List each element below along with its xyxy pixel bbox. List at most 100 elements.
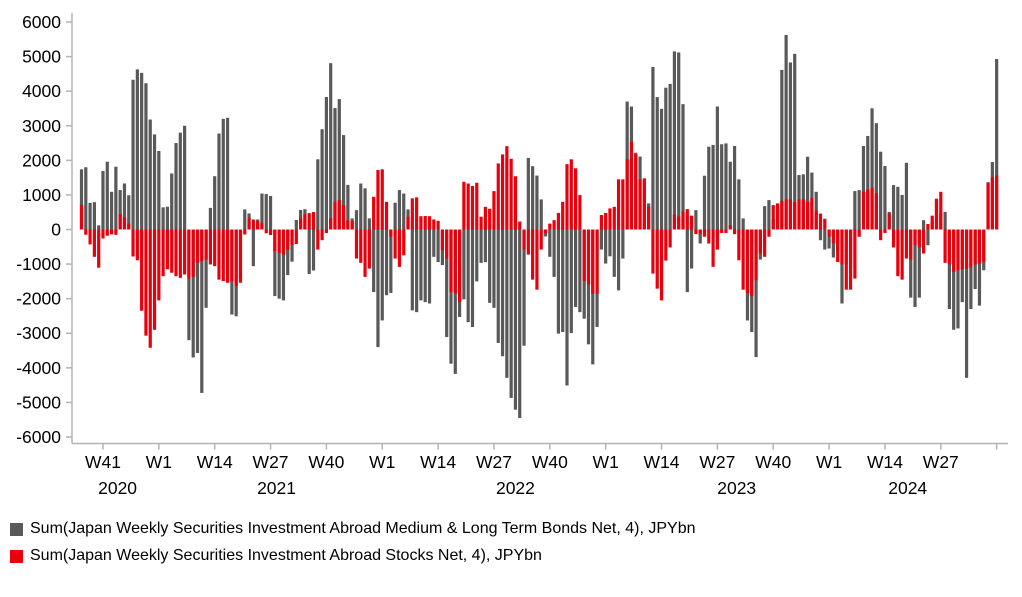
bar-stocks	[870, 187, 874, 230]
bar-bonds	[97, 225, 101, 230]
bar-stocks	[140, 229, 144, 311]
bar-bonds	[853, 191, 857, 230]
bar-bonds	[462, 229, 466, 300]
bar-stocks	[591, 229, 595, 294]
bar-stocks	[818, 213, 823, 230]
bar-stocks	[406, 216, 410, 230]
bar-stocks	[879, 229, 883, 241]
bar-bonds	[273, 229, 277, 297]
bar-stocks	[724, 229, 728, 233]
bar-stocks	[634, 154, 638, 230]
bar-bonds	[857, 190, 861, 230]
bar-stocks	[844, 229, 848, 290]
bar-stocks	[806, 202, 810, 230]
bar-stocks	[144, 229, 148, 336]
bar-stocks	[969, 229, 973, 268]
bar-bonds	[380, 229, 384, 321]
stocks-legend-swatch-icon	[10, 549, 23, 563]
bar-stocks	[973, 229, 977, 265]
bar-stocks	[569, 159, 573, 230]
bar-bonds	[788, 62, 793, 230]
bar-stocks	[217, 229, 221, 280]
bar-stocks	[977, 229, 982, 264]
bar-bonds	[183, 125, 187, 230]
bar-stocks	[621, 179, 625, 230]
bar-bonds	[260, 193, 264, 230]
bar-bonds	[831, 229, 835, 258]
y-tick-label: 1000	[22, 185, 61, 205]
bar-bonds	[668, 83, 672, 230]
bar-bonds	[883, 166, 887, 230]
bar-stocks	[526, 229, 530, 255]
bar-stocks	[574, 168, 578, 230]
bar-bonds	[655, 97, 659, 230]
bar-bonds	[793, 53, 797, 230]
bar-stocks	[88, 229, 92, 245]
bar-bonds	[917, 229, 921, 298]
bar-stocks	[174, 229, 178, 277]
bar-stocks	[440, 229, 445, 251]
bar-bonds	[187, 229, 191, 341]
bar-stocks	[732, 229, 737, 235]
bar-bonds	[909, 229, 913, 298]
bar-bonds	[891, 185, 896, 230]
bar-stocks	[324, 229, 328, 233]
bar-stocks	[346, 220, 350, 230]
bar-bonds	[698, 229, 702, 244]
bar-stocks	[763, 229, 767, 257]
y-tick-label: 5000	[22, 47, 61, 67]
bar-stocks	[823, 218, 827, 230]
x-year-label: 2020	[98, 478, 137, 498]
bar-bonds	[732, 145, 737, 230]
bar-stocks	[114, 229, 118, 235]
bar-stocks	[754, 229, 758, 281]
bar-stocks	[891, 229, 896, 248]
bar-stocks	[225, 229, 230, 283]
bar-stocks	[200, 229, 204, 262]
bar-bonds	[995, 59, 999, 230]
bar-bonds	[977, 229, 982, 306]
bar-stocks	[612, 206, 616, 230]
bar-bonds	[84, 167, 88, 230]
bar-stocks	[513, 176, 518, 230]
bar-bonds	[840, 229, 844, 304]
bar-bonds	[389, 229, 393, 293]
bar-stocks	[655, 229, 659, 289]
bar-bonds	[737, 179, 741, 230]
bar-stocks	[780, 200, 784, 230]
bar-stocks	[260, 222, 264, 230]
bar-stocks	[758, 229, 762, 254]
bar-bonds	[341, 135, 346, 230]
bar-bonds	[92, 202, 96, 230]
bar-stocks	[337, 199, 341, 230]
bar-stocks	[492, 191, 496, 230]
x-tick-label: W27	[476, 452, 512, 472]
bar-bonds	[531, 166, 535, 230]
bar-stocks	[204, 229, 208, 260]
bar-stocks	[741, 229, 745, 290]
bar-bonds	[874, 123, 878, 230]
bar-bonds	[922, 220, 926, 230]
bar-bonds	[307, 229, 311, 274]
bar-stocks	[475, 182, 479, 230]
bar-stocks	[505, 146, 509, 230]
bar-stocks	[161, 229, 165, 277]
bar-bonds	[393, 202, 397, 230]
bar-stocks	[131, 229, 135, 257]
x-tick-label: W14	[867, 452, 903, 472]
bar-stocks	[432, 219, 436, 230]
bar-stocks	[453, 229, 457, 294]
bar-bonds	[475, 229, 479, 282]
bar-bonds	[415, 229, 419, 313]
x-tick-label: W1	[816, 452, 842, 472]
x-tick-label: W27	[253, 452, 289, 472]
bar-bonds	[943, 211, 947, 230]
bar-stocks	[380, 169, 384, 230]
bar-stocks	[698, 229, 702, 235]
bar-stocks	[389, 229, 393, 237]
bar-stocks	[247, 217, 251, 230]
x-tick-label: W14	[197, 452, 233, 472]
bar-bonds	[384, 229, 389, 296]
bar-stocks	[191, 229, 195, 277]
bar-bonds	[677, 52, 681, 230]
